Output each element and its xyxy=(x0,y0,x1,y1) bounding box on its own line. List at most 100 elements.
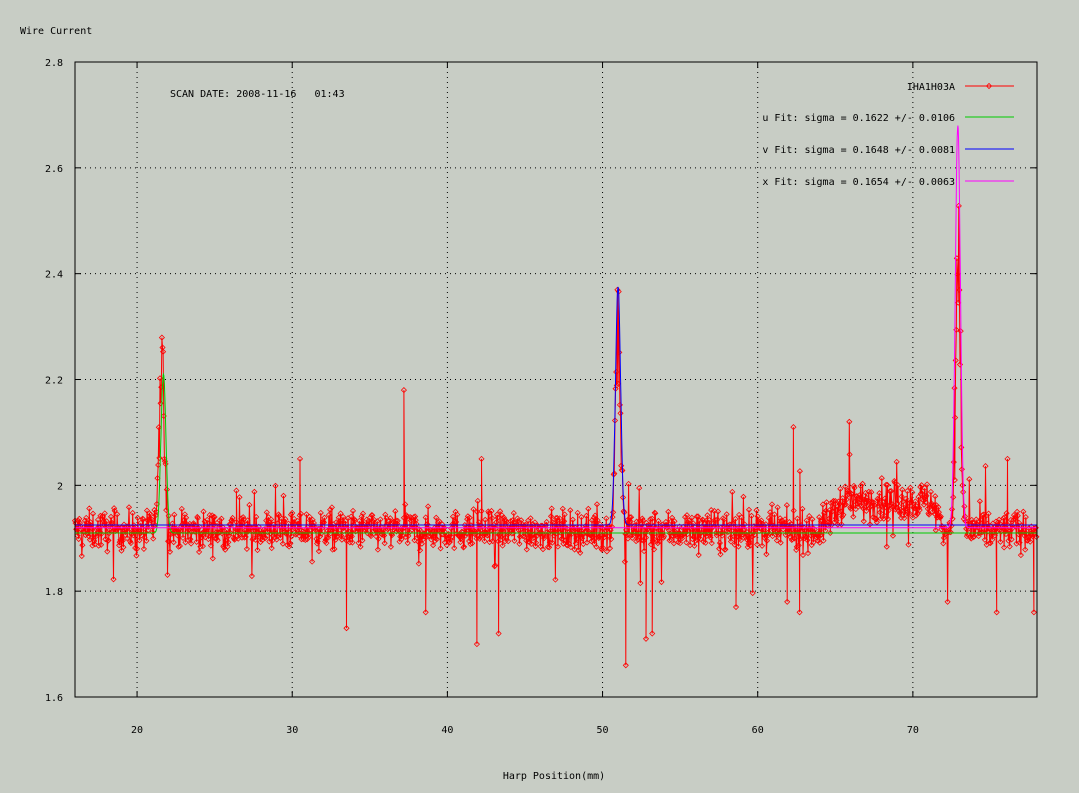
data-point-marker xyxy=(595,534,602,542)
data-point-marker xyxy=(906,500,913,507)
data-point-marker xyxy=(850,513,857,520)
data-point-marker xyxy=(906,510,913,517)
data-point-marker xyxy=(357,543,364,550)
data-point-marker xyxy=(500,514,507,521)
data-point-marker xyxy=(856,492,863,499)
data-point-marker xyxy=(665,527,673,534)
data-point-marker xyxy=(296,532,303,539)
data-point-marker xyxy=(879,503,886,510)
y-tick-label: 2.8 xyxy=(45,58,63,69)
data-point-marker xyxy=(117,536,124,543)
data-point-marker xyxy=(181,511,188,518)
data-point-marker xyxy=(585,505,592,512)
data-point-marker xyxy=(543,518,550,526)
data-point-marker xyxy=(320,519,327,526)
data-point-marker xyxy=(415,560,422,567)
data-point-marker xyxy=(470,506,477,513)
data-point-marker xyxy=(577,549,584,556)
data-point-marker xyxy=(404,539,411,547)
data-point-marker xyxy=(927,488,934,495)
data-point-marker xyxy=(732,603,740,611)
data-point-marker xyxy=(808,532,815,539)
data-point-marker xyxy=(660,533,668,540)
data-point-marker xyxy=(79,542,86,549)
data-point-marker xyxy=(1001,544,1008,551)
data-point-marker xyxy=(547,513,555,520)
data-point-marker xyxy=(567,507,574,514)
data-point-marker xyxy=(575,547,582,554)
data-point-marker xyxy=(674,533,681,540)
x-tick-label: 30 xyxy=(286,725,298,736)
data-point-marker xyxy=(971,525,978,532)
data-point-marker xyxy=(544,543,551,550)
data-point-marker xyxy=(907,484,914,491)
legend-fit-u-label: u Fit: sigma = 0.1622 +/- 0.0106 xyxy=(762,113,955,124)
data-point-marker xyxy=(258,530,265,537)
data-point-marker xyxy=(993,609,1000,616)
data-point-marker xyxy=(937,513,944,520)
data-point-marker xyxy=(422,514,429,521)
data-point-marker xyxy=(685,517,692,524)
fit-curve-x xyxy=(75,125,1037,529)
data-point-marker xyxy=(102,536,109,543)
data-point-marker xyxy=(475,519,483,526)
data-point-marker xyxy=(291,515,298,522)
data-point-marker xyxy=(494,514,501,521)
y-tick-label: 2.6 xyxy=(45,164,63,175)
data-point-marker xyxy=(349,507,357,514)
data-point-marker xyxy=(608,535,615,543)
data-point-marker xyxy=(633,518,640,525)
data-point-marker xyxy=(732,515,739,522)
data-point-marker xyxy=(791,535,798,542)
data-point-marker xyxy=(743,536,750,543)
data-point-marker xyxy=(860,505,867,512)
data-point-marker xyxy=(1004,521,1011,528)
data-point-marker xyxy=(207,542,214,549)
data-point-marker xyxy=(448,533,455,540)
data-point-marker xyxy=(541,532,548,539)
data-point-marker xyxy=(370,527,377,534)
data-point-marker xyxy=(575,527,583,534)
data-point-marker xyxy=(658,578,665,586)
series-iha1h03a-markers xyxy=(71,202,1040,669)
data-point-marker xyxy=(865,488,872,495)
data-point-marker xyxy=(862,489,869,496)
data-point-marker xyxy=(623,526,630,533)
data-point-marker xyxy=(167,531,174,538)
data-point-marker xyxy=(826,515,833,522)
data-point-marker xyxy=(194,515,201,522)
data-point-marker xyxy=(307,517,314,524)
data-point-marker xyxy=(430,542,437,549)
data-point-marker xyxy=(913,503,920,510)
data-point-marker xyxy=(593,501,601,508)
data-point-marker xyxy=(923,492,930,499)
data-point-marker xyxy=(909,489,916,496)
data-point-marker xyxy=(162,460,169,467)
data-point-marker xyxy=(728,527,735,534)
data-point-marker xyxy=(668,518,675,525)
data-point-marker xyxy=(93,532,100,540)
data-point-marker xyxy=(616,349,623,356)
data-point-marker xyxy=(374,546,381,553)
data-point-marker xyxy=(433,514,440,521)
data-point-marker xyxy=(235,530,242,537)
fit-curve-u xyxy=(75,372,1037,534)
data-point-marker xyxy=(481,538,488,545)
data-point-marker xyxy=(165,512,172,519)
data-point-marker xyxy=(422,609,429,616)
data-point-marker xyxy=(171,511,178,518)
data-point-marker xyxy=(423,534,430,541)
data-point-marker xyxy=(903,505,910,512)
data-point-marker xyxy=(120,544,127,551)
data-point-marker xyxy=(863,507,870,514)
data-point-marker xyxy=(457,539,464,546)
data-point-marker xyxy=(747,542,754,549)
data-point-marker xyxy=(158,334,165,341)
series-layer xyxy=(71,125,1040,669)
data-point-marker xyxy=(835,509,843,516)
data-point-marker xyxy=(98,541,105,548)
data-point-marker xyxy=(359,510,367,517)
data-point-marker xyxy=(346,539,353,546)
data-point-marker xyxy=(518,517,525,524)
